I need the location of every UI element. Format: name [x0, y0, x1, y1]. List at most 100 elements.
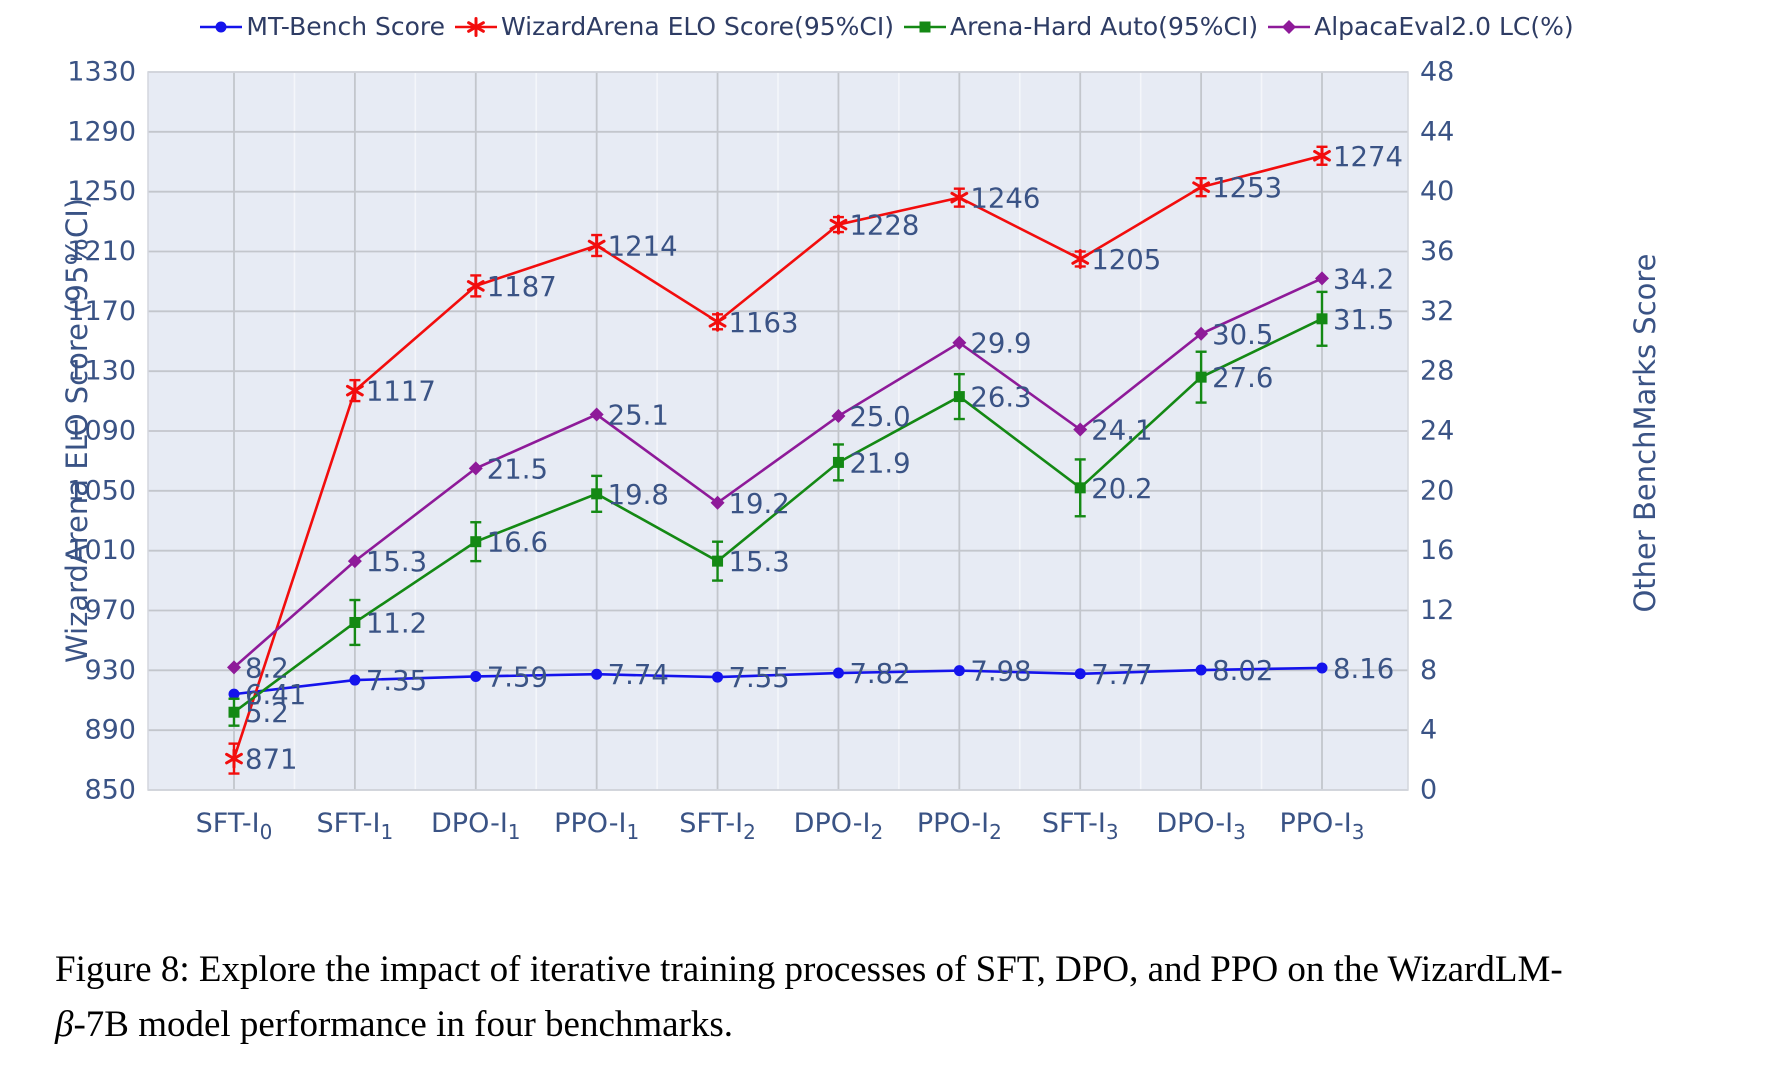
x-axis-tick-label: SFT-I0	[196, 808, 273, 844]
right-axis-tick-label: 16	[1420, 535, 1454, 566]
data-point-circle	[1074, 668, 1086, 680]
data-point-square	[832, 456, 844, 468]
data-point-circle	[470, 670, 482, 682]
data-point-asterisk	[467, 16, 485, 37]
right-axis-tick-label: 24	[1420, 416, 1454, 447]
data-label: 7.77	[1091, 659, 1152, 691]
square-legend-marker-icon	[903, 21, 946, 32]
data-point-diamond	[710, 495, 725, 510]
legend-label: AlpacaEval2.0 LC(%)	[1314, 12, 1574, 41]
data-point-asterisk	[1071, 248, 1090, 269]
series-line	[233, 666, 1323, 696]
data-label: 8.16	[1333, 653, 1394, 685]
x-axis-tick-label: SFT-I3	[1042, 808, 1119, 844]
data-point-circle	[1195, 664, 1207, 676]
legend-item-alpacaeval2-0-lc: AlpacaEval2.0 LC(%)	[1266, 12, 1574, 41]
data-point-asterisk	[1192, 177, 1211, 198]
x-axis-tick-label: PPO-I1	[554, 808, 639, 844]
x-axis-tick-label: DPO-I2	[794, 808, 884, 844]
data-point-asterisk	[345, 380, 364, 401]
right-axis-tick-label: 32	[1420, 296, 1454, 327]
data-point-asterisk	[829, 214, 848, 235]
left-axis-tick-label: 930	[84, 655, 136, 686]
data-label: 8.02	[1212, 655, 1273, 687]
data-label: 1205	[1091, 244, 1161, 276]
right-axis-tick-label: 4	[1420, 715, 1437, 746]
data-label: 24.1	[1091, 415, 1152, 447]
left-axis-tick-label: 1010	[67, 535, 136, 566]
data-label: 19.8	[608, 479, 669, 511]
data-point-circle	[832, 667, 844, 679]
data-label: 5.2	[245, 697, 289, 729]
x-axis-tick-label: DPO-I3	[1156, 808, 1246, 844]
data-point-diamond	[1073, 422, 1088, 437]
data-label: 27.6	[1212, 362, 1273, 394]
plot-border	[147, 71, 1409, 791]
legend-item-wizardarena-elo-score-95-ci: WizardArena ELO Score(95%CI)	[453, 12, 894, 41]
right-axis-tick-label: 48	[1420, 57, 1454, 88]
left-axis-tick-label: 970	[84, 595, 136, 626]
data-label: 7.55	[729, 662, 790, 694]
data-label: 34.2	[1333, 263, 1394, 295]
data-label: 871	[245, 744, 298, 776]
data-label: 7.98	[970, 656, 1031, 688]
data-label: 7.35	[366, 665, 427, 697]
data-label: 16.6	[487, 527, 548, 559]
diamond-legend-marker-icon	[1268, 19, 1311, 34]
figure-caption: Figure 8: Explore the impact of iterativ…	[55, 942, 1745, 1052]
x-axis-tick-label: DPO-I1	[431, 808, 521, 844]
data-label: 1246	[970, 183, 1040, 215]
x-axis-tick-label: SFT-I1	[317, 808, 394, 844]
data-label: 1163	[729, 307, 799, 339]
left-axis-tick-label: 1250	[67, 176, 136, 207]
x-axis-tick-label: SFT-I2	[679, 808, 756, 844]
chart-area: 1330 48 1290 44 1250 40 1210 36 1170 32 1130 28 1090…	[67, 57, 1454, 845]
data-point-square	[349, 616, 361, 628]
data-label: 1117	[366, 376, 436, 408]
data-point-diamond	[1194, 326, 1209, 341]
data-point-circle	[1316, 662, 1328, 674]
circle-legend-marker-icon	[200, 21, 243, 32]
data-label: 1187	[487, 271, 557, 303]
data-point-square	[919, 21, 931, 32]
left-axis-tick-label: 1130	[67, 356, 136, 387]
left-axis-title: WizardArena ELO Score (95%CI)	[60, 197, 94, 663]
data-point-square	[1316, 313, 1328, 325]
left-axis-tick-label: 1050	[67, 475, 136, 506]
series-line	[233, 317, 1323, 714]
data-point-diamond	[347, 554, 362, 569]
data-label: 6.41	[245, 679, 306, 711]
data-label: 29.9	[970, 328, 1031, 360]
data-point-circle	[228, 688, 240, 700]
left-axis-tick-label: 1330	[67, 57, 136, 88]
chart-legend: MT-Bench Score WizardArena ELO Score(95%C…	[0, 12, 1772, 41]
data-point-square	[1074, 482, 1086, 494]
series-line	[232, 154, 1323, 759]
right-axis-tick-label: 36	[1420, 236, 1454, 267]
data-label: 1214	[608, 231, 678, 263]
legend-label: MT-Bench Score	[246, 12, 445, 41]
legend-item-mt-bench-score: MT-Bench Score	[198, 12, 445, 41]
caption-line-2: β-7B model performance in four benchmark…	[55, 1004, 734, 1045]
data-point-diamond	[1282, 19, 1297, 34]
data-point-circle	[591, 668, 603, 680]
data-label: 1228	[849, 210, 919, 242]
data-label: 21.5	[487, 453, 548, 485]
data-point-diamond	[831, 409, 846, 424]
series-mt-bench-score	[228, 662, 1328, 700]
right-axis-tick-label: 0	[1420, 775, 1437, 806]
left-axis-tick-label: 850	[84, 775, 136, 806]
data-point-diamond	[1315, 271, 1329, 286]
right-axis-tick-label: 8	[1420, 655, 1437, 686]
data-label: 7.82	[849, 658, 910, 690]
data-point-square	[953, 391, 965, 403]
data-label: 1274	[1333, 141, 1403, 173]
left-axis-tick-label: 1290	[67, 116, 136, 147]
legend-label: Arena-Hard Auto(95%CI)	[949, 12, 1259, 41]
legend-label: WizardArena ELO Score(95%CI)	[501, 12, 894, 41]
right-axis-tick-label: 40	[1420, 176, 1454, 207]
right-axis-title: Other BenchMarks Score	[1628, 253, 1662, 613]
data-label: 11.2	[366, 607, 427, 639]
data-label: 1253	[1212, 172, 1282, 204]
